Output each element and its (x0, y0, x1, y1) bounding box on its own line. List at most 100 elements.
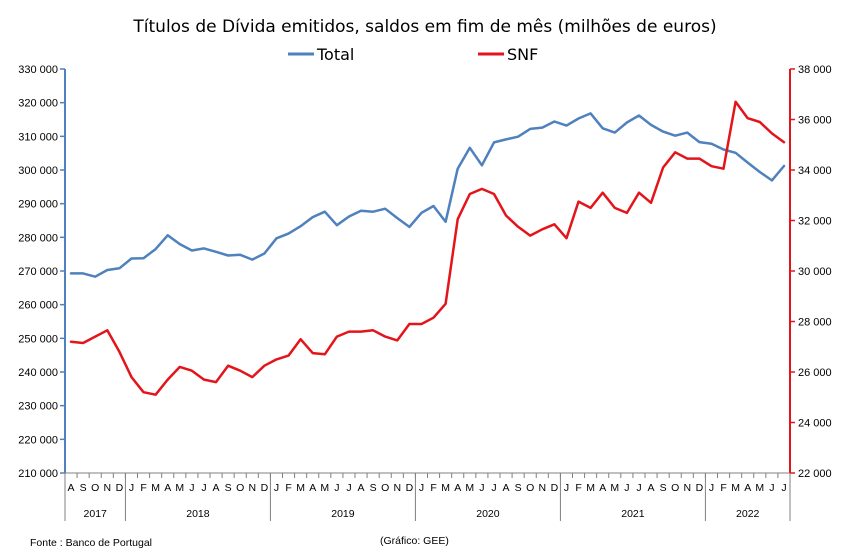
legend: Total SNF (288, 45, 538, 64)
x-tick-label: J (189, 482, 194, 494)
series-line-total (69, 112, 786, 278)
x-tick-label: M (441, 482, 450, 494)
x-tick-label: F (430, 482, 436, 494)
x-tick-label: N (393, 482, 401, 494)
x-tick-label: M (465, 482, 474, 494)
left-tick-label: 240 000 (18, 367, 58, 379)
x-tick-label: A (744, 482, 751, 494)
left-axis-ticks: 210 000 220 000 230 000 240 000 250 000 260 0… (18, 64, 65, 480)
year-label: 2017 (84, 508, 108, 520)
x-tick-label: S (225, 482, 232, 494)
x-tick-label: D (116, 482, 124, 494)
year-label: 2022 (736, 508, 760, 520)
x-tick-label: A (454, 482, 461, 494)
x-tick-label: M (731, 482, 740, 494)
x-tick-label: J (274, 482, 279, 494)
x-tick-label: J (334, 482, 339, 494)
year-label: 2019 (331, 508, 355, 520)
x-tick-label: D (551, 482, 559, 494)
x-tick-label: M (320, 482, 329, 494)
x-tick-label: O (671, 482, 679, 494)
x-tick-label: A (164, 482, 171, 494)
x-tick-label: F (285, 482, 291, 494)
x-tick-label: M (151, 482, 160, 494)
x-tick-label: O (236, 482, 244, 494)
x-tick-label: F (575, 482, 581, 494)
left-tick-label: 220 000 (18, 434, 58, 446)
x-tick-label: J (709, 482, 714, 494)
x-tick-label: O (526, 482, 534, 494)
series-lines (69, 100, 786, 396)
left-tick-label: 270 000 (18, 266, 58, 278)
x-tick-label: O (91, 482, 99, 494)
source-note: Fonte : Banco de Portugal (30, 537, 152, 549)
x-tick-label: J (769, 482, 774, 494)
x-tick-label: M (610, 482, 619, 494)
x-tick-label: J (491, 482, 496, 494)
right-tick-label: 28 000 (798, 317, 832, 329)
x-tick-label: J (624, 482, 629, 494)
right-tick-label: 36 000 (798, 115, 832, 127)
x-tick-label: N (538, 482, 546, 494)
left-tick-label: 320 000 (18, 98, 58, 110)
x-tick-label: A (358, 482, 365, 494)
series-line-snf (69, 100, 786, 396)
x-tick-label: M (586, 482, 595, 494)
legend-label-snf: SNF (507, 45, 538, 64)
right-tick-label: 34 000 (798, 165, 832, 177)
credit-note: (Gráfico: GEE) (380, 535, 449, 547)
x-tick-label: A (213, 482, 220, 494)
left-tick-label: 210 000 (18, 468, 58, 480)
x-tick-label: N (248, 482, 256, 494)
x-tick-label: A (503, 482, 510, 494)
x-tick-label: J (636, 482, 641, 494)
x-tick-label: S (370, 482, 377, 494)
x-tick-label: J (201, 482, 206, 494)
x-tick-label: M (175, 482, 184, 494)
right-tick-label: 26 000 (798, 367, 832, 379)
x-tick-label: F (720, 482, 726, 494)
legend-label-total: Total (316, 45, 354, 64)
x-tick-label: O (381, 482, 389, 494)
x-tick-label: N (683, 482, 691, 494)
x-tick-label: A (68, 482, 75, 494)
left-tick-label: 330 000 (18, 64, 58, 76)
year-label: 2020 (476, 508, 500, 520)
x-tick-label: A (648, 482, 655, 494)
x-tick-label: J (479, 482, 484, 494)
left-tick-label: 280 000 (18, 232, 58, 244)
x-tick-label: S (660, 482, 667, 494)
x-tick-label: M (296, 482, 305, 494)
right-tick-label: 22 000 (798, 468, 832, 480)
left-tick-label: 310 000 (18, 131, 58, 143)
x-tick-label: D (406, 482, 414, 494)
x-tick-label: S (515, 482, 522, 494)
right-tick-label: 38 000 (798, 64, 832, 76)
x-tick-label: M (755, 482, 764, 494)
x-tick-label: A (309, 482, 316, 494)
chart-title: Títulos de Dívida emitidos, saldos em fi… (132, 17, 716, 37)
left-tick-label: 300 000 (18, 165, 58, 177)
x-tick-label: J (129, 482, 134, 494)
x-tick-label: A (599, 482, 606, 494)
x-tick-label: J (564, 482, 569, 494)
right-tick-label: 24 000 (798, 418, 832, 430)
x-tick-label: D (261, 482, 269, 494)
x-tick-label: J (346, 482, 351, 494)
x-tick-label: F (140, 482, 146, 494)
year-label: 2021 (621, 508, 645, 520)
left-tick-label: 250 000 (18, 333, 58, 345)
right-tick-label: 30 000 (798, 266, 832, 278)
year-label: 2018 (186, 508, 210, 520)
left-tick-label: 230 000 (18, 401, 58, 413)
right-axis-ticks: 22 000 24 000 26 000 28 000 30 000 32 000 34 0… (790, 64, 832, 480)
x-tick-label: J (781, 482, 786, 494)
left-tick-label: 290 000 (18, 199, 58, 211)
axes (64, 69, 791, 474)
right-tick-label: 32 000 (798, 216, 832, 228)
left-tick-label: 260 000 (18, 300, 58, 312)
x-tick-label: D (696, 482, 704, 494)
x-tick-label: N (103, 482, 111, 494)
